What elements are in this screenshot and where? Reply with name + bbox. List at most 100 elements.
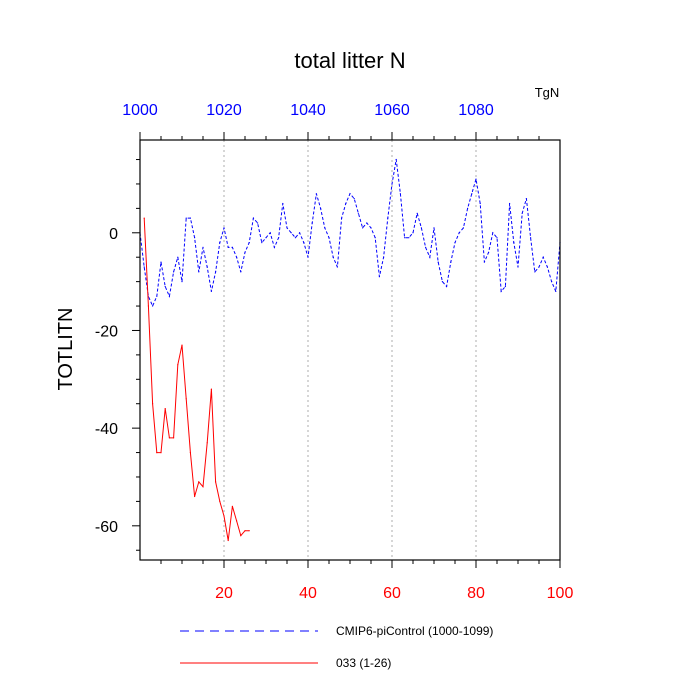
data-point (504, 285, 506, 288)
data-point (395, 158, 397, 161)
data-point (240, 271, 242, 273)
data-point (227, 246, 229, 248)
data-point (525, 198, 528, 200)
data-point (357, 212, 359, 214)
data-point (437, 261, 439, 263)
data-point (299, 232, 301, 234)
top-x-tick-label: 1040 (290, 102, 326, 119)
data-point (420, 227, 422, 229)
data-point (181, 344, 183, 346)
data-point (223, 227, 225, 229)
data-point (370, 227, 372, 229)
grid-lines (223, 140, 477, 560)
data-point (244, 530, 246, 532)
bottom-x-tick-labels: 20 40 60 80 100 (215, 585, 573, 602)
data-point (210, 290, 212, 292)
data-point (152, 403, 154, 405)
data-point (450, 261, 452, 263)
bottom-x-tick-label: 60 (383, 585, 401, 602)
units-label: TgN (535, 85, 560, 100)
data-point (219, 500, 221, 502)
data-point (332, 256, 334, 258)
data-point (173, 271, 175, 273)
bottom-x-tick-label: 100 (547, 585, 574, 602)
data-point (240, 535, 242, 537)
data-point (194, 495, 196, 498)
data-point (160, 452, 162, 454)
data-point (336, 266, 338, 268)
data-point (273, 246, 275, 248)
bottom-x-tick-label: 20 (215, 585, 233, 602)
data-point (215, 481, 217, 483)
data-point (412, 232, 414, 234)
data-point (542, 256, 544, 258)
data-point (500, 290, 502, 292)
data-point (164, 285, 166, 288)
bottom-x-tick-label: 80 (467, 585, 485, 602)
y-axis-label: TOTLITN (55, 308, 77, 391)
data-point (307, 256, 309, 258)
top-x-tick-label: 1020 (206, 102, 242, 119)
data-point (328, 237, 330, 239)
data-point (513, 242, 515, 244)
data-point (248, 530, 250, 532)
data-point (362, 227, 364, 229)
data-point (530, 237, 532, 239)
data-point (168, 295, 170, 297)
data-point (324, 227, 326, 229)
data-point (383, 256, 385, 258)
data-point (269, 232, 271, 234)
data-point (210, 388, 212, 390)
data-point (391, 183, 393, 185)
data-point (517, 266, 519, 268)
data-point (202, 246, 204, 248)
data-point (189, 452, 191, 454)
data-point (227, 539, 229, 542)
data-point (231, 505, 233, 507)
data-point (454, 242, 456, 244)
data-point (429, 256, 431, 258)
data-point (471, 193, 473, 195)
legend-label-033: 033 (1-26) (336, 656, 391, 670)
data-point (534, 271, 536, 273)
y-tick-label: -60 (95, 519, 118, 536)
data-point (143, 266, 145, 268)
data-point (265, 237, 267, 239)
series-lines (139, 158, 561, 542)
series-line-033 (143, 218, 250, 541)
data-point (399, 193, 401, 195)
data-point (290, 232, 292, 234)
data-point (194, 237, 196, 239)
legend-label-picontrol: CMIP6-piControl (1000-1099) (336, 624, 493, 638)
data-point (185, 217, 187, 219)
data-point (261, 242, 263, 244)
data-point (294, 237, 296, 239)
data-point (341, 217, 343, 219)
data-point (353, 198, 355, 200)
y-tick-labels: 0 -20 -40 -60 (95, 226, 118, 536)
data-point (458, 232, 460, 234)
data-point (189, 217, 191, 219)
data-point (387, 217, 389, 219)
data-point (551, 281, 553, 283)
data-point (538, 266, 540, 268)
data-point (198, 271, 200, 273)
data-point (446, 285, 448, 288)
bottom-x-tick-label: 40 (299, 585, 317, 602)
data-point (252, 217, 254, 219)
legend: CMIP6-piControl (1000-1099) 033 (1-26) (180, 624, 493, 670)
data-point (496, 237, 498, 239)
data-point (479, 202, 481, 205)
data-point (404, 237, 406, 239)
data-point (236, 256, 238, 258)
series-line-picontrol (139, 159, 561, 308)
top-x-tick-labels: 1000 1020 1040 1060 1080 (122, 102, 494, 119)
data-point (345, 202, 347, 205)
data-point (315, 193, 317, 195)
data-point (408, 237, 410, 239)
data-point (215, 271, 217, 273)
data-point (416, 212, 418, 214)
data-point (177, 364, 179, 366)
data-point (311, 222, 313, 224)
